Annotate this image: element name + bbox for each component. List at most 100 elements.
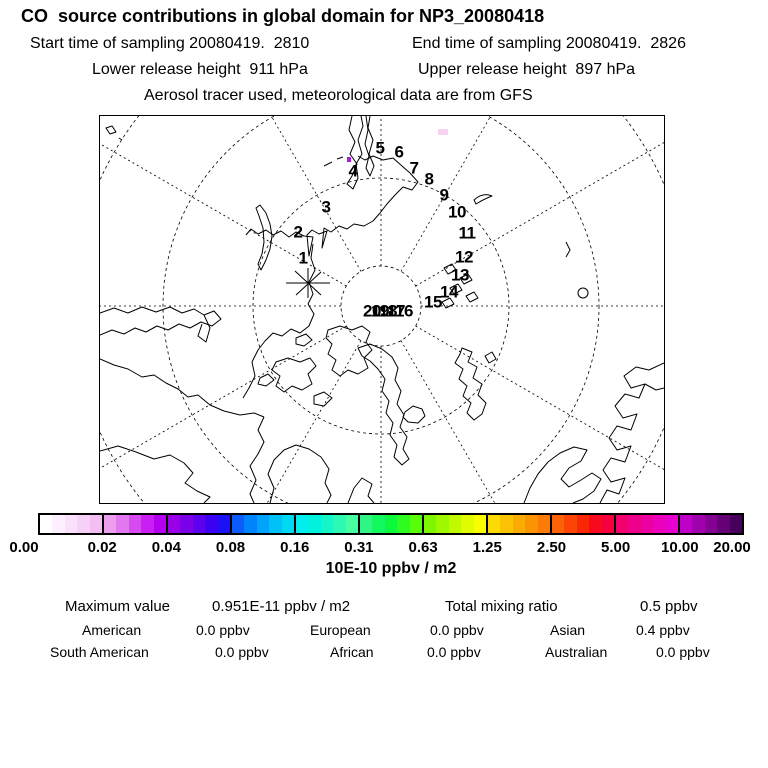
region-asian-value: 0.4 ppbv <box>636 622 690 638</box>
colorbar-segment <box>678 513 744 535</box>
colorbar-segment <box>614 513 680 535</box>
colorbar-tick-label: 0.63 <box>408 539 438 556</box>
colorbar-cell <box>537 515 551 533</box>
trajectory-day-label: 3 <box>321 197 331 217</box>
colorbar-tick-label: 0.04 <box>151 539 181 556</box>
trajectory-day-label: 6 <box>394 142 404 162</box>
colorbar-cell <box>40 515 53 533</box>
trajectory-day-label: 1 <box>298 248 308 268</box>
colorbar-cell <box>473 515 487 533</box>
colorbar-cell <box>244 515 257 533</box>
colorbar-cell <box>601 515 615 533</box>
region-european-label: European <box>310 622 371 638</box>
colorbar-unit-label: 10E-10 ppbv / m2 <box>325 560 457 577</box>
colorbar-tick-label: 0.31 <box>344 539 374 556</box>
region-european-value: 0.0 ppbv <box>430 622 484 638</box>
colorbar-cell <box>628 515 641 533</box>
colorbar <box>38 513 744 535</box>
region-african-label: African <box>330 644 374 660</box>
colorbar-cell <box>488 515 501 533</box>
colorbar-cell <box>704 515 718 533</box>
colorbar-cell <box>333 515 346 533</box>
colorbar-segment <box>166 513 232 535</box>
trajectory-day-label: 12 <box>455 247 473 267</box>
colorbar-cell <box>141 515 154 533</box>
trajectory-day-label: 20 <box>363 301 381 321</box>
trajectory-day-label: 5 <box>375 138 385 158</box>
colorbar-tick-label: 10.00 <box>661 539 699 556</box>
colorbar-cell <box>680 515 693 533</box>
colorbar-tick-label: 1.25 <box>472 539 502 556</box>
colorbar-cell <box>180 515 193 533</box>
total-mixing-ratio-value: 0.5 ppbv <box>640 598 698 615</box>
end-time-label: End time of sampling 20080419. 2826 <box>412 35 686 52</box>
arctic-map <box>100 116 664 503</box>
colorbar-tick-label: 0.08 <box>215 539 246 556</box>
region-south-american-label: South American <box>50 644 149 660</box>
colorbar-cell <box>512 515 526 533</box>
colorbar-cell <box>372 515 385 533</box>
upper-release-label: Upper release height 897 hPa <box>418 61 636 78</box>
colorbar-cell <box>217 515 231 533</box>
colorbar-segment <box>358 513 424 535</box>
colorbar-segment <box>550 513 616 535</box>
trajectory-day-label: 19 <box>371 301 389 321</box>
lower-release-label: Lower release height 911 hPa <box>92 61 308 78</box>
colorbar-cell <box>589 515 602 533</box>
trajectory-day-label: 8 <box>424 169 434 189</box>
colorbar-cell <box>461 515 474 533</box>
tracer-note-label: Aerosol tracer used, meteorological data… <box>144 87 533 104</box>
trajectory-day-label: 10 <box>448 202 466 222</box>
region-australian-value: 0.0 ppbv <box>656 644 710 660</box>
region-australian-label: Australian <box>545 644 608 660</box>
trajectory-day-label: 18 <box>379 301 397 321</box>
trajectory-day-label: 17 <box>387 301 405 321</box>
colorbar-cell <box>52 515 65 533</box>
colorbar-cell <box>345 515 359 533</box>
region-asian-label: Asian <box>550 622 586 638</box>
colorbar-cell <box>360 515 373 533</box>
colorbar-cell <box>232 515 245 533</box>
colorbar-cell <box>500 515 513 533</box>
trajectory-day-label: 14 <box>440 282 458 302</box>
colorbar-cell <box>308 515 321 533</box>
colorbar-tick-label: 20.00 <box>713 539 751 556</box>
colorbar-cell <box>409 515 423 533</box>
region-african-value: 0.0 ppbv <box>427 644 481 660</box>
colorbar-tick-label: 5.00 <box>601 539 631 556</box>
concentration-patch-pink <box>438 129 448 135</box>
colorbar-cell <box>717 515 730 533</box>
colorbar-cell <box>653 515 666 533</box>
colorbar-tick-label: 0.02 <box>87 539 117 556</box>
colorbar-cell <box>64 515 78 533</box>
colorbar-cell <box>104 515 117 533</box>
colorbar-cell <box>436 515 449 533</box>
max-value-label: Maximum value <box>65 598 171 615</box>
colorbar-cell <box>640 515 654 533</box>
colorbar-segment <box>38 513 104 535</box>
start-time-label: Start time of sampling 20080419. 2810 <box>30 35 310 52</box>
colorbar-cell <box>192 515 206 533</box>
graticule-meridians <box>100 116 664 503</box>
colorbar-segment <box>230 513 296 535</box>
colorbar-cell <box>153 515 167 533</box>
colorbar-cell <box>269 515 282 533</box>
region-american-value: 0.0 ppbv <box>196 622 250 638</box>
colorbar-cell <box>128 515 142 533</box>
colorbar-cell <box>116 515 129 533</box>
colorbar-cell <box>168 515 181 533</box>
colorbar-cell <box>616 515 629 533</box>
colorbar-cell <box>384 515 398 533</box>
trajectory-day-label: 16 <box>395 301 413 321</box>
release-asterisk-icon <box>286 268 330 298</box>
colorbar-cell <box>296 515 309 533</box>
colorbar-cell <box>77 515 90 533</box>
coastlines <box>100 116 664 503</box>
trajectory-day-label: 4 <box>348 161 358 181</box>
colorbar-cell <box>552 515 565 533</box>
colorbar-tick-label: 0.16 <box>280 539 310 556</box>
colorbar-cell <box>564 515 577 533</box>
colorbar-cell <box>448 515 462 533</box>
colorbar-cell <box>665 515 679 533</box>
